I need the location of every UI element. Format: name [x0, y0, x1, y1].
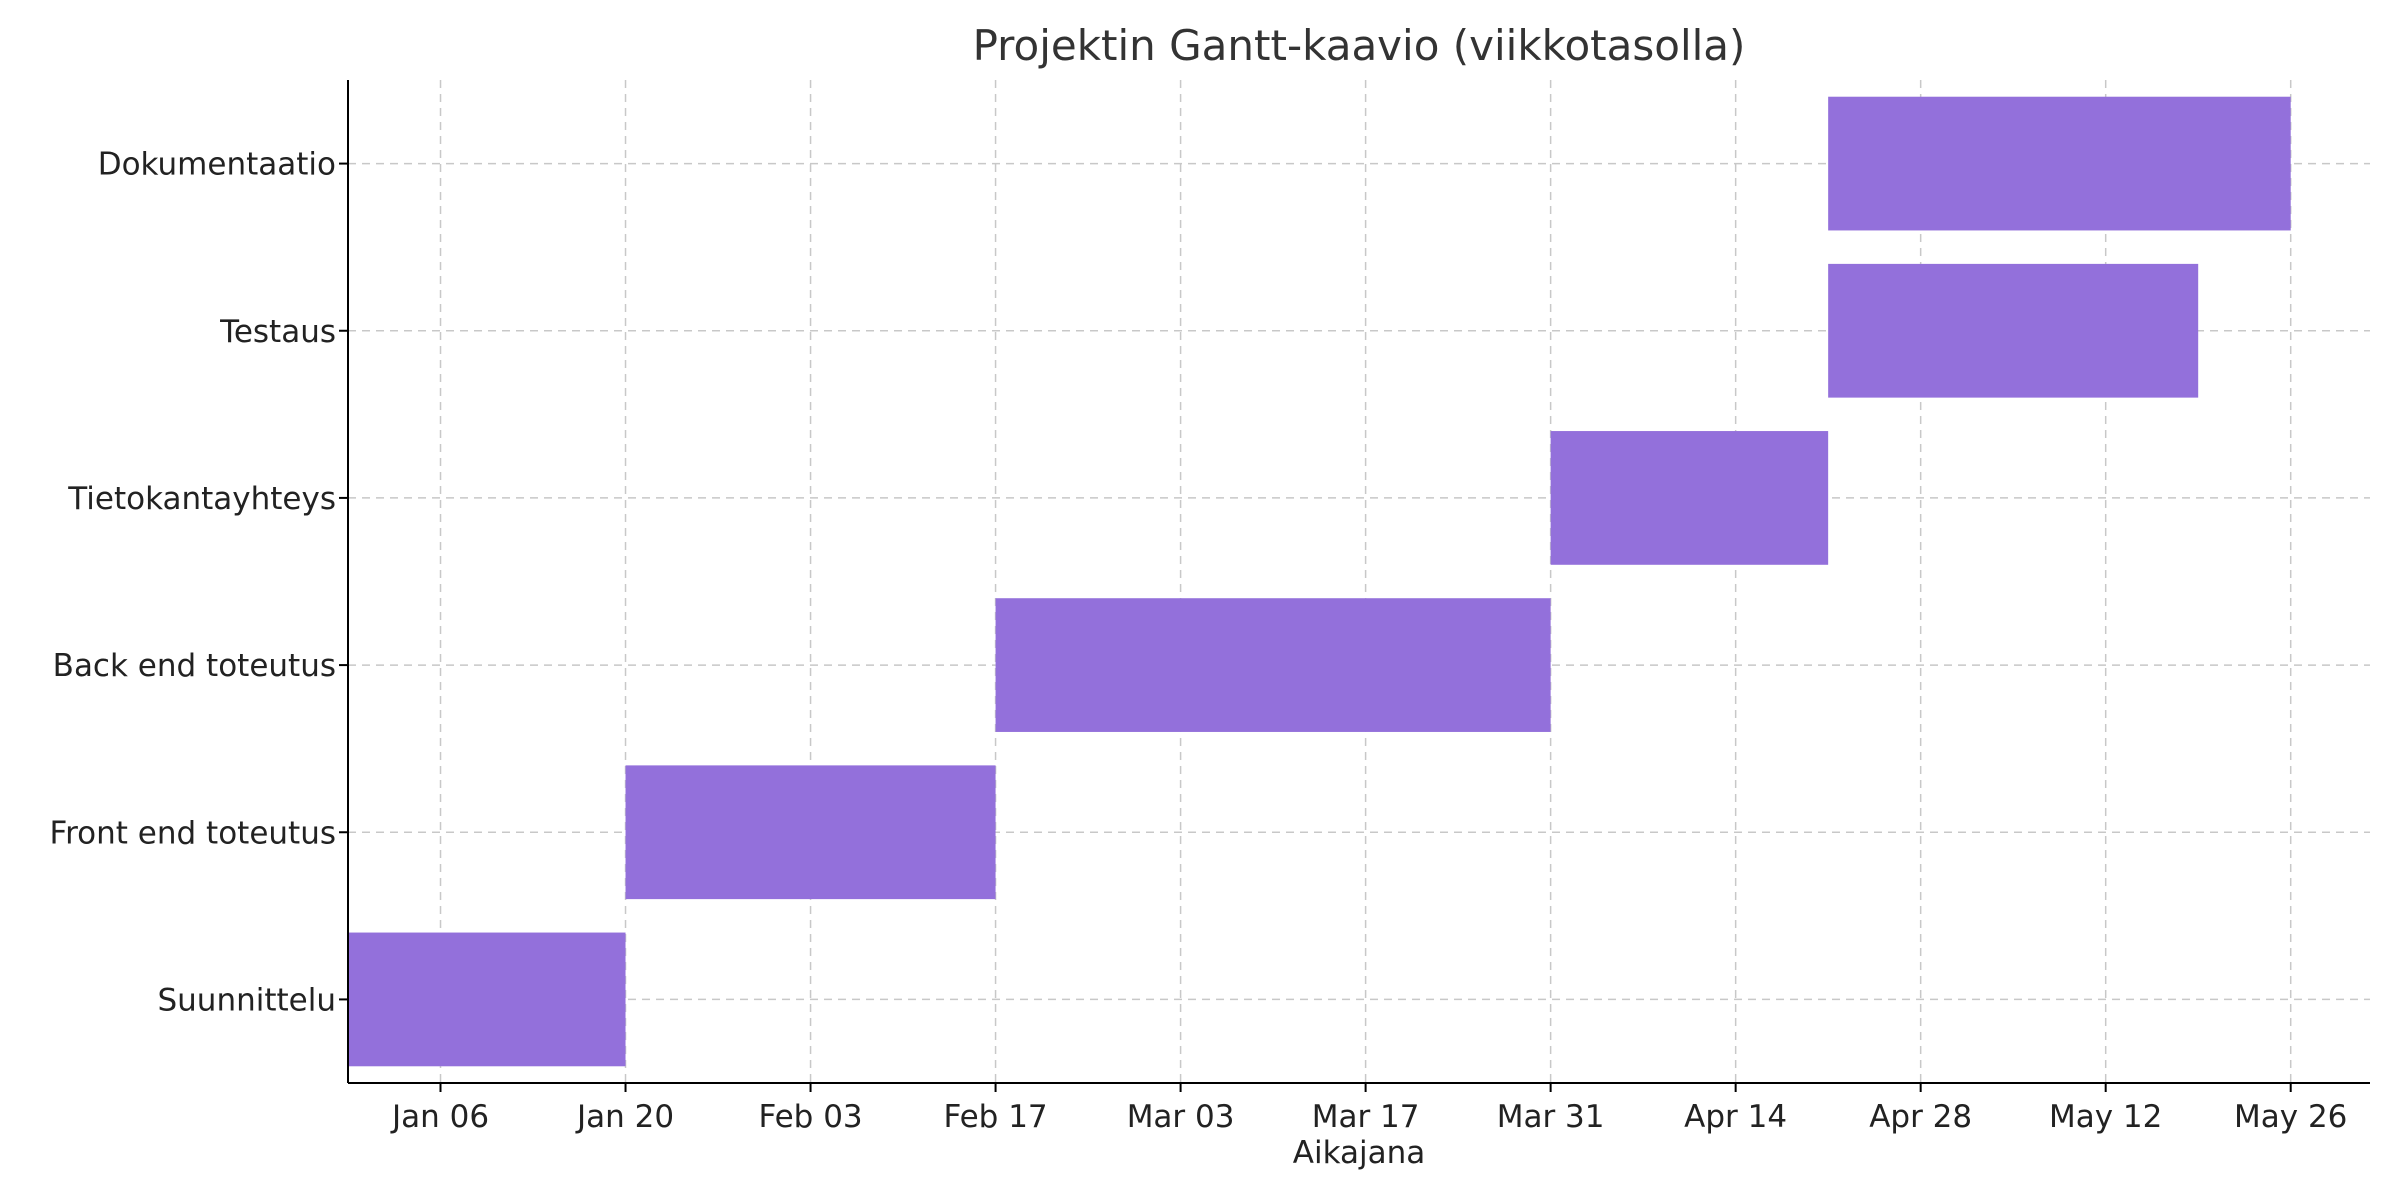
x-axis-label: Aikajana [1293, 1135, 1425, 1171]
gantt-bar [348, 932, 626, 1067]
x-tick-label: Mar 17 [1312, 1099, 1420, 1135]
x-tick-label: Feb 17 [943, 1099, 1047, 1135]
y-tick-label: Front end toteutus [50, 815, 336, 851]
gantt-bar [1828, 96, 2291, 231]
x-tick-label: Mar 31 [1497, 1099, 1605, 1135]
gantt-bar [1550, 431, 1829, 565]
chart-title: Projektin Gantt-kaavio (viikkotasolla) [973, 21, 1746, 70]
x-tick-label: Jan 06 [390, 1099, 489, 1135]
y-tick-label: Back end toteutus [53, 648, 336, 684]
x-tick-label: Apr 14 [1684, 1099, 1787, 1135]
x-tick-label: Mar 03 [1127, 1099, 1235, 1135]
x-tick-label: May 12 [2049, 1099, 2162, 1135]
axis-layer: Jan 06 Jan 20 Feb 03 Feb 17 Mar 03 Mar 17 Mar … [50, 80, 2370, 1135]
gantt-bar [625, 765, 996, 900]
y-tick-label: Suunnittelu [157, 982, 336, 1018]
y-tick-label: Testaus [219, 314, 336, 350]
x-tick-label: Feb 03 [758, 1099, 862, 1135]
x-tick-label: Apr 28 [1869, 1099, 1972, 1135]
x-tick-label: May 26 [2234, 1099, 2347, 1135]
gantt-bar [995, 598, 1551, 732]
bar-layer [348, 96, 2291, 1067]
x-tick-label: Jan 20 [575, 1099, 674, 1135]
gantt-bar [1828, 263, 2199, 398]
y-tick-label: Tietokantayhteys [67, 481, 336, 517]
y-tick-label: Dokumentaatio [98, 147, 336, 183]
